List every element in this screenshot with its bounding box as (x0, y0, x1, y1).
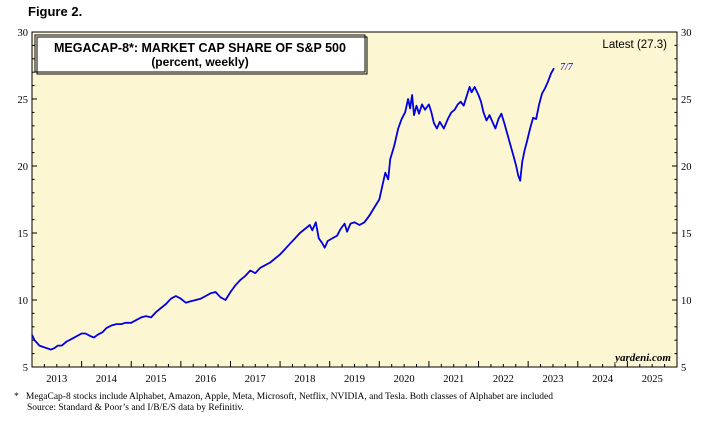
x-tick-label: 2014 (96, 374, 118, 385)
chart-title: MEGACAP-8*: MARKET CAP SHARE OF S&P 500 (54, 41, 346, 55)
plot-area (31, 31, 678, 368)
y-axis-left: 5 10 15 20 25 30 (18, 28, 37, 374)
x-tick-label: 2013 (46, 374, 67, 385)
x-tick-label: 2020 (394, 374, 415, 385)
footnote: * MegaCap-8 stocks include Alphabet, Ama… (14, 392, 553, 414)
watermark: yardeni.com (613, 352, 671, 364)
y-tick-label-left: 15 (18, 229, 29, 240)
x-tick-label: 2022 (493, 374, 514, 385)
x-tick-label: 2016 (195, 374, 216, 385)
y-tick-label-right: 5 (681, 363, 686, 374)
y-tick-label-left: 10 (18, 296, 29, 307)
series-line-megacap-8-share (31, 67, 555, 351)
x-axis: 2013 2014 2015 2016 2017 2018 2019 2020 2021 2022… (31, 361, 678, 385)
x-tick-label: 2024 (592, 374, 614, 385)
y-tick-label-right: 15 (681, 229, 692, 240)
x-tick-label: 2021 (443, 374, 464, 385)
footnote-marker: * (14, 392, 19, 402)
y-tick-label-right: 25 (681, 95, 692, 106)
x-tick-label: 2015 (146, 374, 167, 385)
figure-label: Figure 2. (28, 4, 83, 19)
latest-label: Latest (27.3) (602, 39, 667, 51)
footnote-source: Source: Standard & Poor’s and I/B/E/S da… (27, 403, 244, 413)
y-tick-label-left: 5 (23, 363, 28, 374)
footnote-constituents: MegaCap-8 stocks include Alphabet, Amazo… (25, 392, 553, 402)
y-tick-label-left: 30 (18, 28, 29, 39)
y-axis-right: 5 10 15 20 25 30 (672, 28, 692, 374)
end-date-label: 7/7 (560, 62, 574, 73)
chart-subtitle: (percent, weekly) (151, 55, 248, 69)
x-tick-label: 2018 (294, 374, 315, 385)
y-tick-label-right: 20 (681, 162, 692, 173)
y-tick-label-right: 30 (681, 28, 692, 39)
y-tick-label-left: 25 (18, 95, 29, 106)
x-tick-label: 2025 (642, 374, 663, 385)
footnote-line-1: * MegaCap-8 stocks include Alphabet, Ama… (14, 392, 553, 403)
x-tick-label: 2017 (245, 374, 266, 385)
x-tick-label: 2023 (542, 374, 563, 385)
title-box: MEGACAP-8*: MARKET CAP SHARE OF S&P 500 … (34, 34, 368, 75)
x-tick-label: 2019 (344, 374, 365, 385)
y-tick-label-left: 20 (18, 162, 29, 173)
y-tick-label-right: 10 (681, 296, 692, 307)
